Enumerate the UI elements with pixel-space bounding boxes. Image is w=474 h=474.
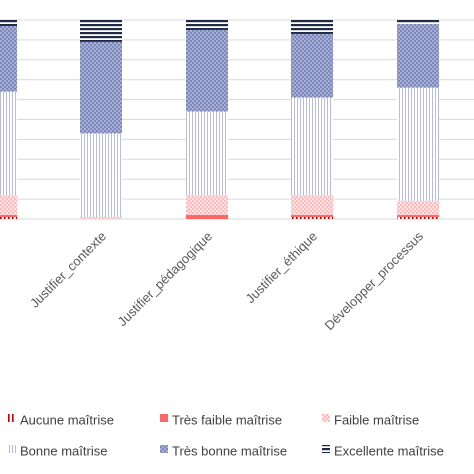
bars: [0, 20, 439, 219]
bar-bonne-maitrise: [80, 133, 122, 218]
legend-swatch: [160, 445, 168, 453]
x-tick-label: Justifier_pédagogique: [115, 229, 216, 330]
legend: Aucune maîtrise Très faible maîtrise Faibl…: [8, 412, 444, 458]
bar-tres-bonne-maitrise: [186, 29, 228, 112]
bar-aucune-maitrise: [0, 217, 17, 219]
legend-label: Bonne maîtrise: [20, 443, 107, 458]
bar-tres-faible-maitrise: [397, 215, 439, 218]
bar-excellente-maitrise: [397, 20, 439, 24]
bar-tres-bonne-maitrise: [397, 23, 439, 88]
legend-swatch: [8, 445, 16, 453]
legend-label: Très bonne maîtrise: [172, 443, 287, 458]
bar-stack-developper-processus: [397, 20, 439, 219]
bar-bonne-maitrise: [291, 97, 333, 196]
legend-label: Aucune maîtrise: [20, 412, 114, 427]
legend-item-faible-maitrise: Faible maîtrise: [322, 412, 419, 427]
bar-faible-maitrise: [0, 195, 17, 216]
legend-swatch: [8, 414, 16, 422]
legend-item-aucune-maitrise: Aucune maîtrise: [8, 412, 114, 427]
bar-excellente-maitrise: [186, 20, 228, 30]
bar-tres-bonne-maitrise: [291, 33, 333, 98]
legend-label: Très faible maîtrise: [172, 412, 282, 427]
bar-tres-bonne-maitrise: [80, 41, 122, 134]
bar-excellente-maitrise: [80, 20, 122, 42]
gridlines: [0, 19, 474, 220]
bar-faible-maitrise: [397, 201, 439, 216]
bar-stack-blank: [0, 20, 17, 219]
bar-excellente-maitrise: [291, 20, 333, 34]
legend-label: Faible maîtrise: [334, 412, 419, 427]
x-tick-label: Justifier_éthique: [243, 229, 321, 307]
bar-stack-justifier-pedagogique: [186, 20, 228, 219]
legend-swatch: [322, 414, 330, 422]
legend-item-excellente-maitrise: Excellente maîtrise: [322, 443, 444, 458]
legend-item-tres-bonne-maitrise: Très bonne maîtrise: [160, 443, 287, 458]
bar-faible-maitrise: [291, 195, 333, 216]
x-tick-labels: Justifier_contexte Justifier_pédagogique J…: [27, 228, 426, 333]
bar-aucune-maitrise: [291, 217, 333, 219]
bar-tres-faible-maitrise: [186, 215, 228, 219]
bar-faible-maitrise: [186, 195, 228, 216]
bar-stack-justifier-contexte: [80, 20, 122, 219]
legend-swatch: [322, 445, 330, 453]
bar-tres-faible-maitrise: [0, 215, 17, 218]
legend-item-tres-faible-maitrise: Très faible maîtrise: [160, 412, 282, 427]
bar-excellente-maitrise: [0, 20, 17, 26]
bar-tres-bonne-maitrise: [0, 25, 17, 92]
x-tick-label: Développer_processus: [321, 228, 426, 333]
x-tick-label: Justifier_contexte: [27, 229, 109, 311]
legend-swatch: [160, 414, 168, 422]
bar-bonne-maitrise: [186, 111, 228, 196]
bar-faible-maitrise: [80, 217, 122, 219]
bar-bonne-maitrise: [0, 91, 17, 196]
bar-tres-faible-maitrise: [291, 215, 333, 218]
bar-aucune-maitrise: [397, 217, 439, 219]
bar-bonne-maitrise: [397, 87, 439, 202]
legend-item-bonne-maitrise: Bonne maîtrise: [8, 443, 107, 458]
bar-stack-justifier-ethique: [291, 20, 333, 219]
legend-label: Excellente maîtrise: [334, 443, 444, 458]
